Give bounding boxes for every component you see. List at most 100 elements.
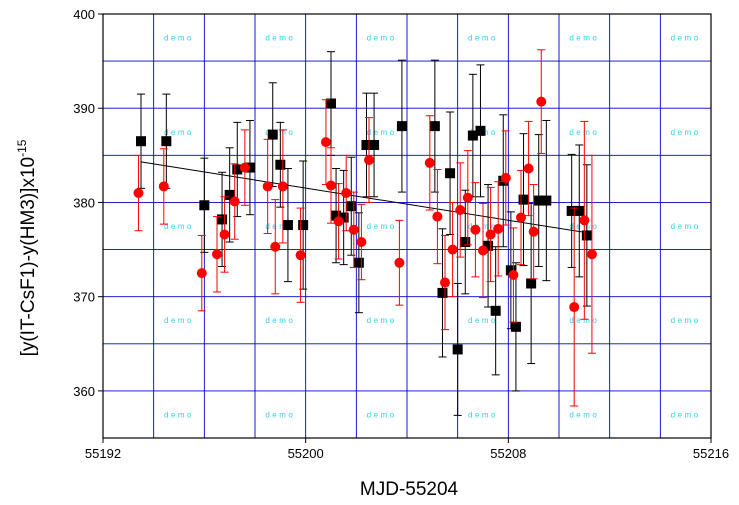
data-point-square [396, 121, 407, 132]
data-point-circle [440, 277, 450, 288]
data-point-square [460, 237, 471, 248]
trendline [140, 161, 593, 235]
data-point-square [566, 205, 577, 216]
data-point-circle [579, 215, 590, 226]
y-tick-label: 390 [73, 101, 95, 116]
data-point-square [199, 200, 210, 211]
data-point-circle [432, 211, 443, 222]
watermark-label: demo [671, 128, 701, 137]
data-point-circle [212, 249, 222, 260]
data-point-circle [356, 237, 367, 248]
plot-frame [102, 13, 712, 439]
watermark-label: demo [468, 34, 498, 43]
data-point-circle [536, 96, 547, 107]
watermark-label: demo [265, 410, 295, 419]
watermark-label: demo [569, 316, 599, 325]
watermark-label: demo [164, 410, 194, 419]
watermark-label: demo [367, 410, 397, 419]
watermark-label: demo [569, 410, 599, 419]
y-tick-label: 400 [73, 7, 95, 22]
data-point-circle [447, 244, 458, 255]
data-point-circle [270, 241, 281, 252]
y-axis-title-exponent: -15 [15, 139, 29, 157]
data-point-square [217, 214, 228, 225]
y-tick-label: 380 [73, 195, 95, 210]
x-tick-label: 55192 [85, 446, 121, 461]
data-point-square [298, 220, 309, 231]
data-point-circle [348, 224, 359, 235]
data-point-circle [239, 162, 250, 173]
y-axis-title-main: [y(IT-CsF1)-y(HM3)]x10 [18, 157, 39, 357]
data-point-square [483, 240, 494, 251]
data-point-square [533, 195, 544, 206]
watermark-label: demo [265, 316, 295, 325]
x-tick-label: 55208 [490, 446, 526, 461]
data-point-circle [586, 249, 597, 260]
data-point-square [452, 344, 463, 355]
data-point-circle [455, 204, 466, 215]
data-point-circle [394, 257, 405, 268]
watermark-label: demo [164, 128, 194, 137]
series-group [133, 49, 597, 416]
data-point-circle [320, 137, 331, 148]
data-point-circle [229, 196, 240, 207]
data-point-square [581, 230, 592, 241]
watermark-label: demo [164, 222, 194, 231]
y-tick-label: 360 [73, 384, 95, 399]
watermark-label: demo [468, 316, 498, 325]
data-point-circle [523, 163, 534, 174]
watermark-label: demo [265, 222, 295, 231]
data-point-circle [470, 224, 481, 235]
data-point-circle [196, 268, 207, 279]
watermark-label: demo [367, 316, 397, 325]
data-point-circle [326, 180, 336, 191]
data-point-circle [462, 192, 473, 203]
data-point-square [467, 130, 478, 141]
data-point-circle [493, 223, 504, 234]
data-point-circle [295, 250, 306, 261]
data-point-square [232, 164, 243, 175]
data-point-square [267, 129, 278, 140]
trendline-group [140, 161, 593, 235]
watermark-label: demo [671, 410, 701, 419]
watermark: demo demo demo demo demo demo demo demo demo demo… [164, 34, 701, 420]
watermark-label: demo [671, 222, 701, 231]
x-axis-ticks: 55192 55200 55208 55216 [85, 438, 729, 461]
data-point-square [275, 159, 286, 170]
data-point-square [338, 212, 349, 223]
data-point-square [505, 265, 516, 276]
watermark-label: demo [671, 34, 701, 43]
data-point-square [526, 278, 537, 289]
data-point-square [475, 125, 486, 136]
watermark-label: demo [367, 128, 397, 137]
data-point-circle [569, 302, 580, 313]
data-point-square [136, 136, 146, 147]
watermark-label: demo [569, 128, 599, 137]
data-point-circle [485, 229, 496, 240]
data-point-square [437, 287, 448, 298]
data-point-circle [478, 245, 488, 256]
data-point-circle [277, 181, 288, 192]
data-point-circle [158, 181, 169, 192]
data-point-square [445, 168, 456, 179]
data-point-square [518, 194, 529, 205]
data-point-square [282, 220, 293, 231]
data-point-circle [219, 229, 230, 240]
x-tick-label: 55216 [693, 446, 729, 461]
data-point-square [510, 321, 521, 332]
x-tick-label: 55200 [288, 446, 324, 461]
data-point-circle [500, 172, 511, 183]
data-point-circle [528, 226, 539, 237]
watermark-label: demo [468, 410, 498, 419]
data-point-square [541, 195, 552, 206]
y-axis-title-group: [y(IT-CsF1)-y(HM3)]x10-15 [15, 139, 39, 356]
series-2 [133, 49, 597, 407]
watermark-label: demo [367, 222, 397, 231]
data-point-circle [364, 155, 374, 166]
series-1 [136, 51, 592, 416]
data-point-square [244, 162, 255, 173]
watermark-label: demo [265, 34, 295, 43]
watermark-label: demo [367, 34, 397, 43]
data-point-circle [508, 269, 519, 280]
